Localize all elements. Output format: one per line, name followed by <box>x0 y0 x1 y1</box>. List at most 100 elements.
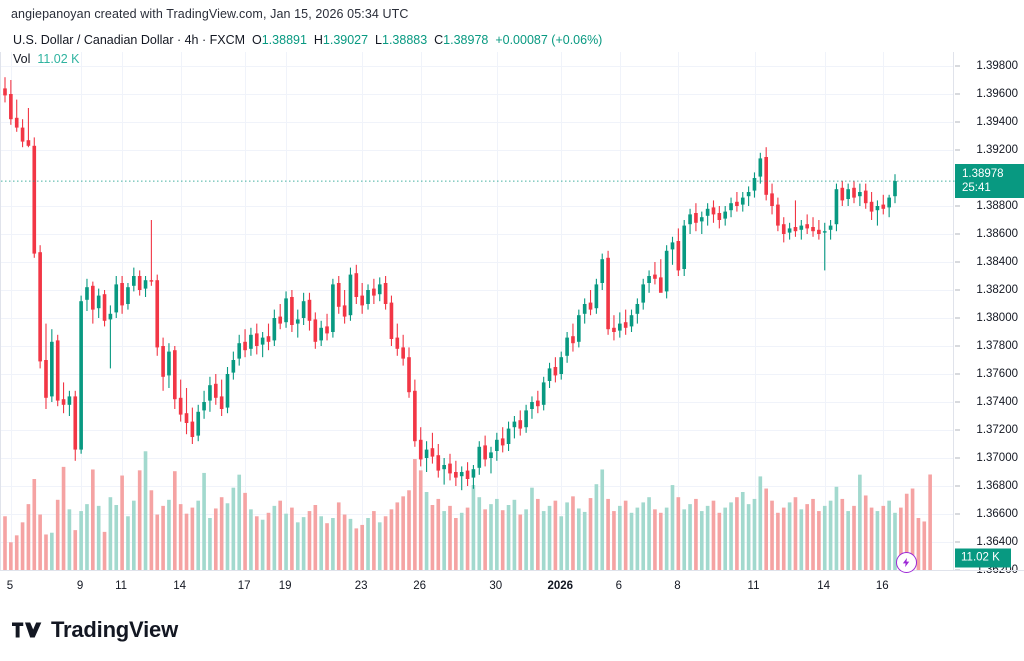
volume-bar <box>717 512 722 570</box>
volume-bar <box>284 513 288 570</box>
volume-bar <box>32 479 37 570</box>
candle-body <box>126 287 130 304</box>
candle-body <box>231 360 236 373</box>
gridline-vertical <box>678 52 680 570</box>
price-tick-label: 1.36800 <box>976 480 1018 492</box>
volume-bar <box>530 487 534 570</box>
price-tick-label: 1.38800 <box>976 200 1018 212</box>
lightning-bolt-icon[interactable] <box>896 552 917 573</box>
candle-body <box>32 145 37 254</box>
volume-bar <box>793 497 798 570</box>
volume-bar <box>553 500 558 570</box>
price-axis[interactable]: 1.39800 1.39600 1.39400 1.39200 1.38800 1.386… <box>955 52 1024 576</box>
price-tick-dash <box>955 485 960 487</box>
volume-bar <box>266 512 271 570</box>
volume-bar <box>213 508 218 570</box>
volume-bar <box>190 507 195 570</box>
volume-bar <box>635 507 640 570</box>
volume-bar <box>752 498 757 570</box>
candle-body <box>553 367 558 376</box>
volume-bar <box>290 507 294 570</box>
volume-bar <box>413 459 417 570</box>
interval-label[interactable]: 4h <box>184 33 199 47</box>
volume-bar <box>120 475 124 570</box>
candle-body <box>132 276 136 286</box>
gridline-vertical <box>619 52 621 570</box>
gridline-vertical <box>10 52 12 570</box>
candle-body <box>495 439 499 451</box>
candle-body <box>740 197 745 205</box>
candle-body <box>776 204 780 226</box>
candle-body <box>565 337 569 356</box>
volume-bar <box>641 502 646 570</box>
volume-bar <box>254 516 259 570</box>
volume-bar <box>167 499 171 570</box>
price-tick-dash <box>955 65 960 67</box>
candle-body <box>73 396 78 450</box>
time-axis[interactable]: 5 9 11 14 17 19 23 26 30 2026 6 8 11 14 16 <box>0 570 1024 598</box>
volume-bar <box>366 518 370 570</box>
current-price-badge[interactable]: 1.38978 25:41 <box>955 164 1024 199</box>
volume-bar <box>301 517 306 570</box>
candle-body <box>342 305 347 317</box>
candle-body <box>676 241 681 271</box>
volume-bar <box>676 497 681 570</box>
volume-bar <box>155 514 160 570</box>
price-tick-dash <box>955 317 960 319</box>
volume-bar <box>172 471 177 570</box>
open-value: 1.38891 <box>261 33 307 47</box>
candle-body <box>711 207 716 215</box>
price-tick-dash <box>955 149 960 151</box>
candle-body <box>647 276 651 283</box>
candle-body <box>858 192 862 197</box>
tradingview-wordmark: TradingView <box>51 617 178 642</box>
volume-bar <box>96 505 101 570</box>
price-tick-label: 1.37200 <box>976 424 1018 436</box>
volume-bar <box>26 504 31 570</box>
candle-body <box>670 242 675 250</box>
volume-bar <box>647 497 651 570</box>
volume-bar <box>401 496 405 570</box>
volume-bar <box>307 511 312 570</box>
volume-bar <box>178 504 183 570</box>
volume-bar <box>377 522 382 570</box>
time-tick-label: 5 <box>6 580 14 592</box>
volume-bar <box>582 511 587 570</box>
volume-bar <box>126 516 130 570</box>
candle-body <box>805 224 809 229</box>
volume-badge[interactable]: 11.02 K <box>955 548 1011 568</box>
price-tick-dash <box>955 345 960 347</box>
volume-bar <box>459 512 464 570</box>
volume-bar <box>489 504 493 570</box>
volume-bar <box>477 497 482 570</box>
candle-body <box>571 336 575 344</box>
candle-body <box>893 181 897 197</box>
volume-bar <box>723 507 728 570</box>
volume-bar <box>79 511 83 570</box>
candle-body <box>518 420 523 429</box>
exchange-label[interactable]: FXCM <box>209 33 246 47</box>
volume-bar <box>670 485 675 570</box>
volume-bar <box>495 498 499 570</box>
candle-body <box>383 283 388 304</box>
volume-bar <box>852 505 856 570</box>
candle-body <box>793 227 798 232</box>
volume-bar <box>395 502 400 570</box>
candle-body <box>869 201 874 212</box>
candle-body <box>577 315 581 342</box>
volume-bar <box>781 507 786 570</box>
volume-bar <box>430 505 435 570</box>
candle-body <box>401 347 405 359</box>
candle-body <box>612 327 616 332</box>
volume-bar <box>465 507 470 570</box>
candle-body <box>846 189 850 199</box>
symbol-name[interactable]: U.S. Dollar / Canadian Dollar <box>13 33 174 47</box>
time-tick-label: 23 <box>354 580 368 592</box>
chart-pane[interactable] <box>0 52 955 571</box>
candle-body <box>723 211 728 219</box>
candle-body <box>717 213 722 220</box>
gridline-horizontal <box>1 374 953 375</box>
price-tick-label: 1.39800 <box>976 60 1018 72</box>
gridline-vertical <box>420 52 422 570</box>
